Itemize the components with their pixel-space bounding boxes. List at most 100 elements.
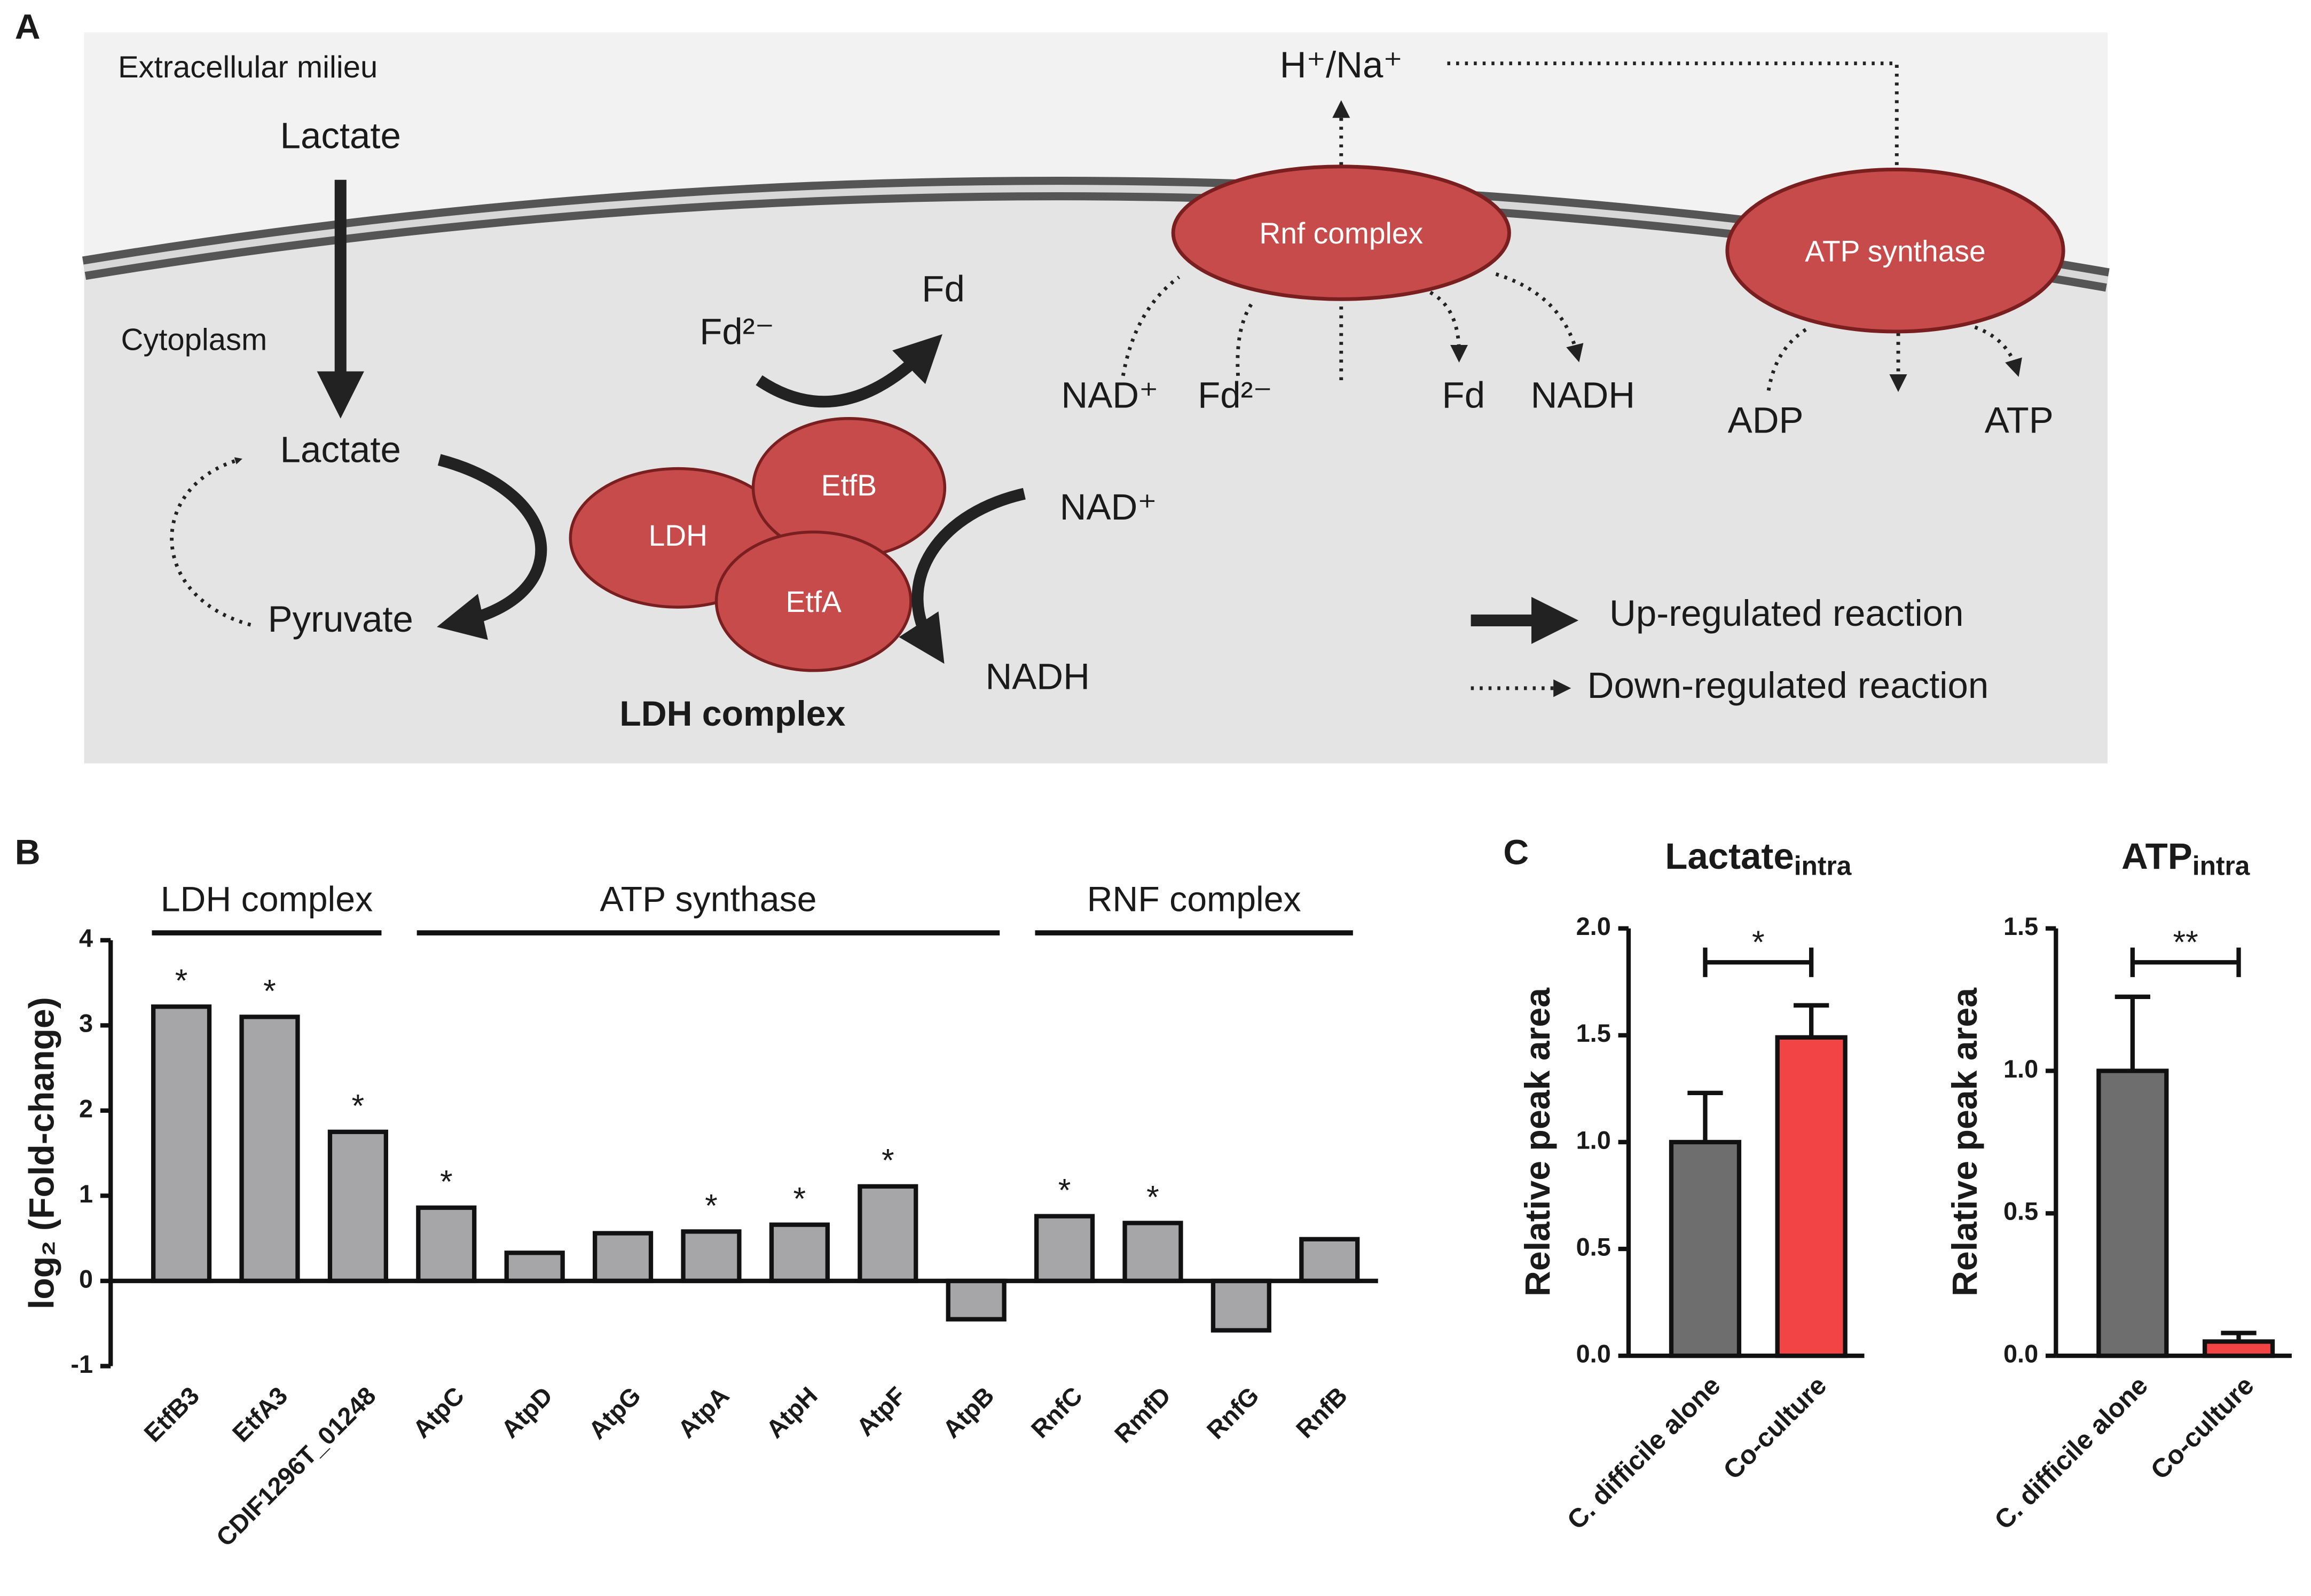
panel-label: C: [1503, 832, 1529, 872]
bar: [1775, 1035, 1848, 1358]
arrow: [756, 334, 942, 408]
bar: [239, 1015, 300, 1284]
y-tick-label: 0.5: [2003, 1198, 2038, 1225]
label: Lactate: [280, 115, 401, 156]
arrow: [1495, 272, 1584, 363]
x-tick-label: EtfB3: [139, 1381, 205, 1447]
label: ATP synthase: [1805, 234, 1985, 268]
arrow: [437, 454, 547, 640]
label: LDH: [649, 519, 708, 552]
error-bar: [1794, 1003, 1829, 1037]
significance: *: [793, 1181, 806, 1217]
label: Extracellular milieu: [118, 50, 378, 84]
significance: *: [705, 1187, 718, 1223]
y-tick-label: 4: [79, 924, 93, 952]
panel-a: A Extracellular milieu Cytoplasm Lactate…: [15, 7, 2110, 764]
y-tick-label: 0: [79, 1265, 93, 1293]
x-tick-label: RnfC: [1026, 1381, 1088, 1443]
y-tick-label: 1.0: [2003, 1055, 2038, 1083]
bar: [593, 1231, 654, 1284]
significance: *: [263, 972, 276, 1009]
bar: [327, 1129, 388, 1284]
title-subscript: intra: [2192, 851, 2250, 881]
y-tick-label: 2.0: [1576, 913, 1611, 940]
label: Fd: [1442, 374, 1485, 415]
bar: [681, 1229, 742, 1284]
x-tick-label: AtpC: [407, 1381, 469, 1443]
y-axis-label: Relative peak area: [1945, 987, 1985, 1296]
y-tick-label: 1.0: [1576, 1126, 1611, 1154]
significance: *: [175, 962, 188, 999]
x-tick-label: AtpH: [761, 1381, 823, 1443]
y-tick-label: 1.5: [1576, 1019, 1611, 1047]
panel-label: A: [15, 7, 41, 47]
y-tick-label: 0.5: [1576, 1233, 1611, 1261]
bar: [1669, 1139, 1742, 1358]
bar: [1034, 1214, 1095, 1284]
y-tick-label: 1.5: [2003, 913, 2038, 940]
significance-bracket: [1703, 947, 1814, 977]
label: NADH: [1531, 374, 1635, 415]
panel-label: B: [15, 832, 41, 872]
x-tick-label: Co-culture: [1717, 1370, 1832, 1485]
title-subscript: intra: [1794, 851, 1852, 881]
error-bar: [2115, 994, 2150, 1071]
y-axis-label: log₂ (Fold-change): [22, 997, 62, 1309]
atp-synthase: [1725, 167, 2065, 334]
y-tick-label: 0.0: [2003, 1340, 2038, 1368]
label: H⁺/Na⁺: [1280, 44, 1403, 85]
group-label: LDH complex: [161, 880, 373, 919]
legend-label: Up-regulated reaction: [1609, 593, 1963, 634]
label: Cytoplasm: [121, 323, 268, 357]
label: ATP: [1985, 399, 2054, 441]
bar: [1299, 1237, 1360, 1284]
error-bar: [1687, 1090, 1723, 1142]
arrow: [899, 488, 1026, 664]
bar: [416, 1205, 477, 1284]
arrow: [1974, 325, 2022, 377]
label: LDH complex: [619, 694, 845, 734]
label: NAD⁺: [1060, 486, 1157, 528]
group-label: RNF complex: [1087, 880, 1301, 919]
rnf-complex: [1171, 164, 1511, 301]
arrow: [1421, 287, 1468, 363]
chart-title: ATPintra: [2121, 836, 2250, 880]
label: Fd²⁻: [699, 311, 774, 352]
x-tick-label: RnfG: [1201, 1381, 1264, 1444]
significance: *: [1752, 924, 1765, 960]
significance: *: [1146, 1178, 1159, 1215]
label: Pyruvate: [268, 599, 413, 640]
label: EtfB: [821, 469, 877, 502]
y-tick-label: -1: [70, 1350, 93, 1378]
label: NADH: [985, 656, 1089, 697]
x-tick-label: AtpG: [583, 1381, 646, 1444]
x-tick-label: RnfB: [1291, 1381, 1353, 1443]
x-tick-label: CDIF1296T_01248: [211, 1381, 381, 1552]
x-tick-label: Co-culture: [2145, 1370, 2260, 1485]
x-tick-label: EtfA3: [227, 1381, 293, 1447]
bar: [2096, 1068, 2169, 1358]
label: ADP: [1728, 399, 1804, 441]
extracellular-area: [84, 32, 2108, 280]
label: NAD⁺: [1061, 374, 1158, 415]
title-main: Lactate: [1665, 836, 1794, 877]
legend-label: Down-regulated reaction: [1587, 665, 1989, 706]
x-tick-label: AtpF: [851, 1381, 911, 1441]
label: Fd²⁻: [1198, 374, 1272, 415]
bar: [769, 1222, 830, 1284]
chart-title: Lactateintra: [1665, 836, 1852, 880]
group-label: ATP synthase: [600, 880, 816, 919]
bar: [1210, 1278, 1271, 1333]
y-tick-label: 0.0: [1576, 1340, 1611, 1368]
bar: [2202, 1339, 2275, 1358]
bar: [151, 1004, 212, 1284]
x-tick-label: C. difficile alone: [1561, 1370, 1726, 1535]
bar: [858, 1184, 918, 1284]
label: EtfA: [786, 585, 842, 618]
label: Fd: [922, 269, 965, 310]
y-tick-label: 1: [79, 1180, 93, 1208]
significance: **: [2173, 924, 2198, 960]
label: Lactate: [280, 429, 401, 470]
connector: [1766, 325, 1811, 391]
